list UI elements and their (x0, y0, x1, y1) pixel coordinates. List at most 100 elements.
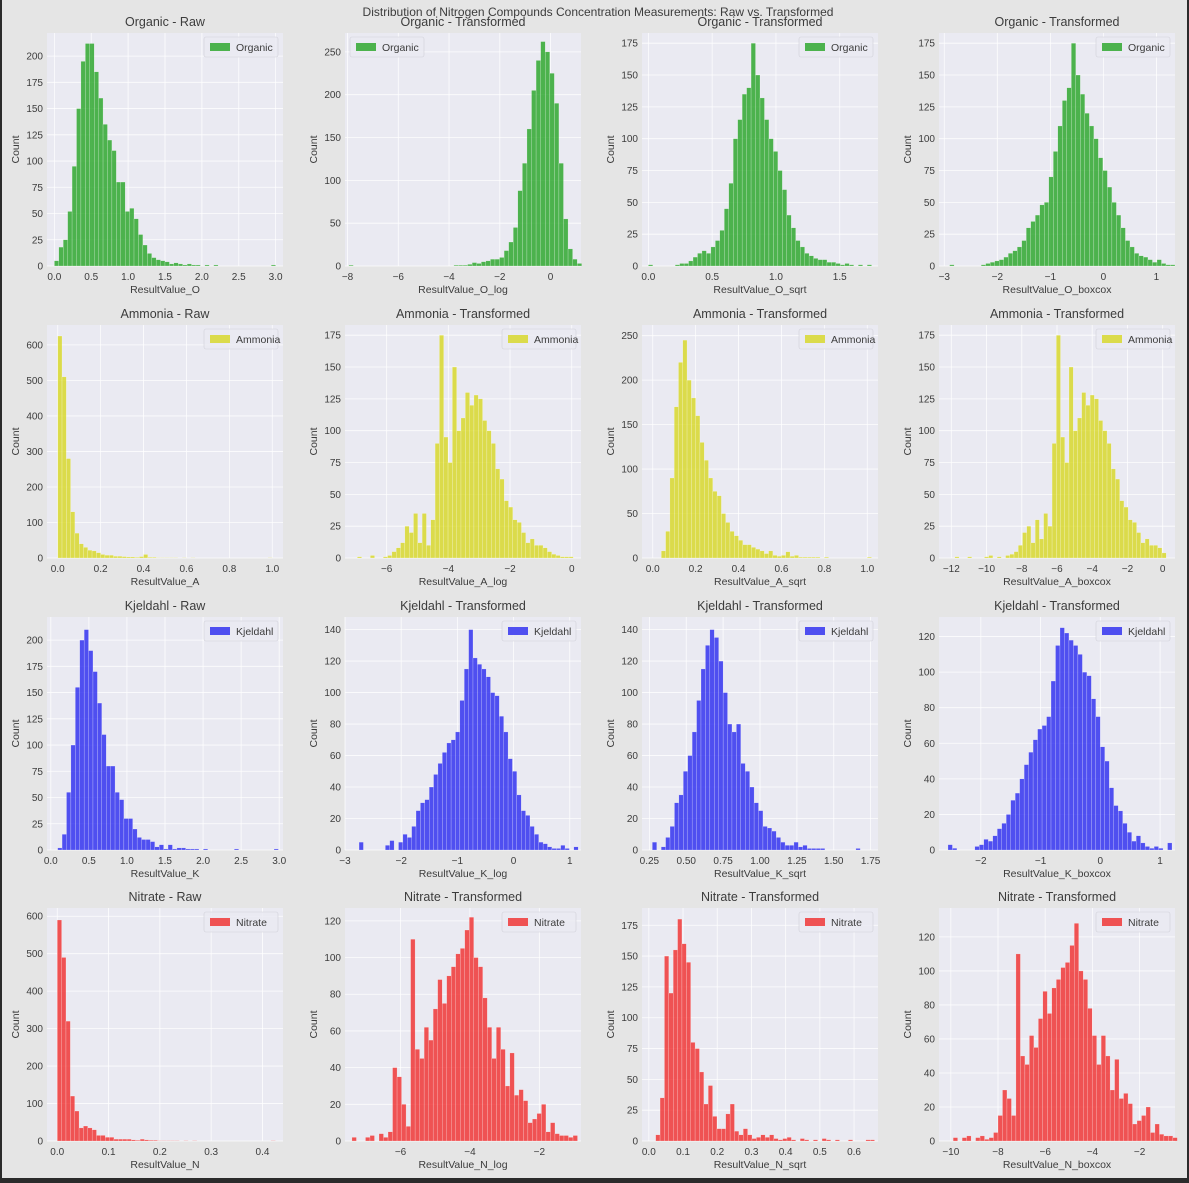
y-tick-label: 125 (621, 102, 638, 113)
histogram-bar (1065, 463, 1069, 558)
y-tick-label: 150 (26, 688, 43, 699)
x-axis-label: ResultValue_O_sqrt (713, 284, 806, 296)
legend-label: Organic (236, 42, 273, 54)
x-tick-label: −4 (1087, 564, 1099, 575)
histogram-bar (438, 763, 442, 850)
histogram-bar (745, 771, 749, 850)
y-tick-label: 25 (627, 1106, 639, 1117)
histogram-bar (495, 696, 499, 850)
y-axis-label: Count (605, 1010, 617, 1038)
y-tick-label: 0 (632, 554, 638, 565)
histogram-bar (54, 261, 58, 266)
x-tick-label: −2 (992, 272, 1004, 283)
histogram-bar (469, 630, 473, 850)
histogram-bar (756, 549, 760, 558)
histogram-bar (164, 849, 168, 850)
histogram-bar (1056, 645, 1060, 850)
histogram-bar (704, 460, 708, 558)
x-tick-label: 1.5 (158, 856, 172, 867)
legend-label: Ammonia (236, 334, 281, 346)
histogram-bar (984, 557, 988, 558)
histogram-bar (521, 533, 525, 558)
x-tick-label: −4 (1087, 1147, 1099, 1158)
histogram-bar (805, 1140, 809, 1141)
y-tick-label: 25 (330, 522, 342, 533)
histogram-bar (541, 42, 546, 266)
histogram-bar (563, 219, 568, 266)
x-axis-label: ResultValue_N_log (418, 1159, 507, 1171)
histogram-bar (1132, 522, 1136, 558)
x-tick-label: 1.0 (265, 564, 279, 575)
histogram-bar (183, 265, 187, 266)
y-tick-label: 175 (324, 331, 341, 342)
histogram-bar (1125, 241, 1130, 266)
histogram-bar (1120, 501, 1124, 558)
histogram-bar (406, 1126, 411, 1141)
histogram-bar (730, 531, 734, 558)
x-tick-label: 0.0 (646, 564, 660, 575)
histogram-bar (1099, 420, 1103, 558)
histogram-bar (492, 1058, 497, 1141)
histogram-bar (670, 478, 674, 558)
histogram-bar (487, 1027, 492, 1141)
subplot-title: Ammonia - Transformed (396, 307, 530, 321)
histogram-bar (528, 1123, 533, 1141)
histogram-bar (505, 1086, 510, 1141)
histogram-bar (447, 743, 451, 850)
y-tick-label: 80 (330, 990, 342, 1001)
y-axis-label: Count (902, 427, 914, 455)
histogram-bar (119, 800, 123, 850)
subplot-title: Ammonia - Raw (121, 307, 211, 321)
y-axis-label: Count (308, 719, 320, 747)
histogram-bar (790, 845, 794, 850)
histogram-bar (490, 259, 495, 266)
histogram-bar (988, 841, 992, 850)
histogram-bar (814, 258, 818, 266)
histogram-bar (1061, 437, 1065, 558)
histogram-bar (1127, 832, 1131, 850)
histogram-bar (1002, 1090, 1006, 1141)
histogram-bar (59, 247, 63, 266)
histogram-bar (501, 1049, 506, 1141)
x-tick-label: −2 (1122, 564, 1134, 575)
histogram-bar (472, 263, 477, 266)
y-axis-label: Count (902, 1010, 914, 1038)
histogram-bar (83, 1126, 87, 1141)
histogram-bar (461, 418, 465, 558)
x-tick-label: 0.50 (677, 856, 697, 867)
histogram-bar (429, 1040, 434, 1141)
histogram-bar (666, 837, 670, 850)
legend-swatch (1102, 918, 1122, 926)
y-tick-label: 0 (37, 846, 43, 857)
histogram-bar (708, 1086, 712, 1141)
histogram-bar (1069, 367, 1073, 558)
histogram-bar (778, 171, 782, 266)
histogram-bar (674, 803, 678, 850)
x-tick-label: 3.0 (269, 272, 283, 283)
histogram-bar (128, 819, 132, 850)
histogram-bar (407, 837, 411, 850)
histogram-bar (66, 1021, 70, 1141)
histogram-bar (986, 263, 991, 266)
x-tick-label: 0.6 (775, 564, 789, 575)
y-tick-label: 0 (335, 262, 341, 273)
histogram-bar (950, 265, 955, 266)
subplot-title: Nitrate - Transformed (404, 890, 522, 904)
histogram-bar (500, 479, 504, 558)
histogram-bar (565, 848, 569, 850)
histogram-bar (734, 536, 738, 558)
y-tick-label: 175 (621, 921, 638, 932)
histogram-bar (89, 651, 93, 850)
histogram-bar (62, 957, 66, 1141)
histogram-bar (168, 845, 172, 850)
x-tick-label: 0.6 (180, 564, 194, 575)
histogram-bar (1162, 553, 1166, 558)
x-tick-label: 1 (567, 856, 573, 867)
y-tick-label: 200 (324, 90, 341, 101)
histogram-bar (133, 829, 137, 850)
histogram-bar (1115, 479, 1119, 558)
x-tick-label: 0.4 (732, 564, 746, 575)
histogram-bar (739, 1135, 743, 1141)
y-tick-label: 20 (627, 814, 639, 825)
